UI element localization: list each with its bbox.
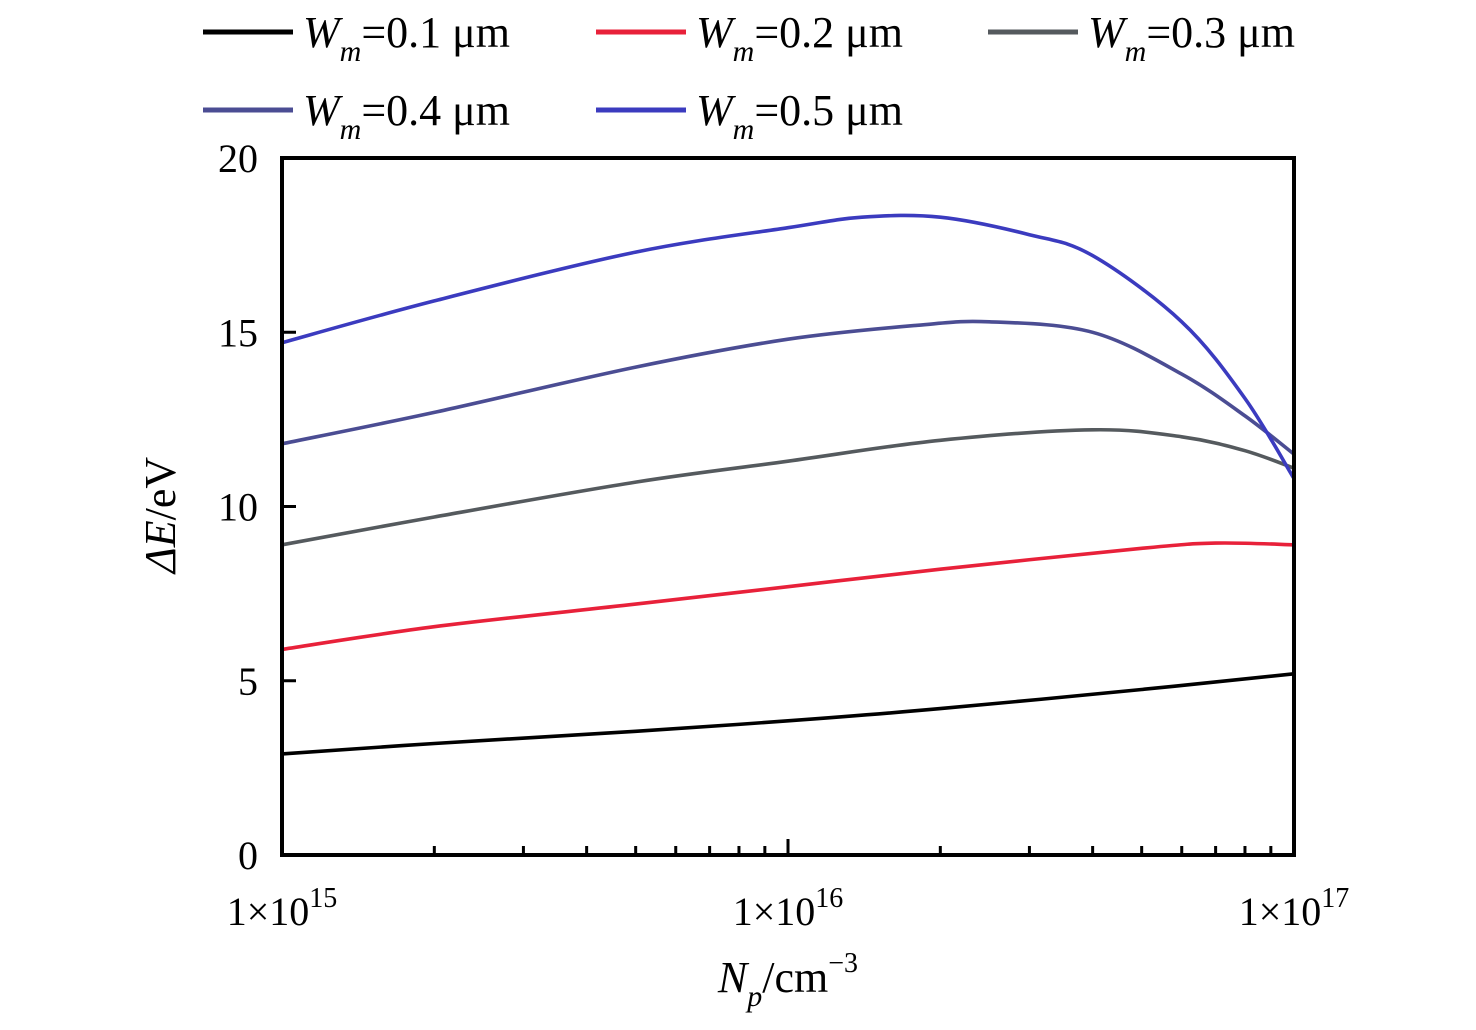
- x-tick-exponent: 15: [309, 883, 337, 914]
- legend-label-name: W: [303, 86, 343, 135]
- legend-label-name: W: [696, 86, 736, 135]
- legend-label-value: =0.2 μm: [754, 8, 903, 57]
- legend-label: Wm=0.2 μm: [696, 8, 903, 68]
- x-tick-mantissa: 1×10: [733, 889, 816, 934]
- x-axis-title-main: N: [717, 953, 750, 1002]
- series-line-3: [281, 427, 1295, 547]
- x-tick-label: 1×1017: [1239, 883, 1350, 934]
- legend-label: Wm=0.5 μm: [696, 86, 903, 146]
- series-layer: [281, 213, 1296, 756]
- series-line-1: [281, 672, 1295, 756]
- legend-label: Wm=0.3 μm: [1088, 8, 1295, 68]
- x-tick-label: 1×1016: [733, 883, 844, 934]
- legend-label-value: =0.4 μm: [361, 86, 510, 135]
- legend-label-name: W: [303, 8, 343, 57]
- y-tick-label: 20: [218, 136, 258, 181]
- y-ticks: 0 5 10 15 20: [218, 136, 296, 878]
- y-axis-title: ΔE/eV: [136, 457, 185, 575]
- legend-item-4: Wm=0.4 μm: [203, 86, 510, 146]
- x-ticks: 1×1015 1×1016 1×1017: [227, 839, 1350, 934]
- series-line-4: [281, 319, 1296, 456]
- legend-label-value: =0.1 μm: [361, 8, 510, 57]
- x-axis-title-unit: /cm: [762, 953, 828, 1002]
- x-axis-title-sup: −3: [828, 948, 858, 979]
- x-tick-label: 1×1015: [227, 883, 338, 934]
- y-tick-label: 15: [218, 310, 258, 355]
- x-tick-exponent: 16: [815, 883, 843, 914]
- y-tick-label: 5: [238, 659, 258, 704]
- legend-label-sub: m: [340, 35, 362, 68]
- plot-frame: [280, 156, 1296, 857]
- legend-label-value: =0.3 μm: [1146, 8, 1295, 57]
- legend-label-sub: m: [733, 35, 755, 68]
- x-minor-ticks: [432, 846, 1273, 855]
- x-tick-mantissa: 1×10: [1239, 889, 1322, 934]
- legend-label-name: W: [1088, 8, 1128, 57]
- legend-label: Wm=0.4 μm: [303, 86, 510, 146]
- y-tick-label: 10: [218, 485, 258, 530]
- legend-label-sub: m: [340, 113, 362, 146]
- legend-item-1: Wm=0.1 μm: [203, 8, 510, 68]
- y-axis-title-unit: /eV: [136, 457, 185, 521]
- x-tick-exponent: 17: [1321, 883, 1349, 914]
- legend-item-2: Wm=0.2 μm: [596, 8, 903, 68]
- series-line-2: [281, 541, 1295, 652]
- legend-label-value: =0.5 μm: [754, 86, 903, 135]
- legend-label-sub: m: [1125, 35, 1147, 68]
- series-line-5: [281, 213, 1296, 480]
- legend-label-sub: m: [733, 113, 755, 146]
- legend-item-5: Wm=0.5 μm: [596, 86, 903, 146]
- x-tick-mantissa: 1×10: [227, 889, 310, 934]
- legend-label: Wm=0.1 μm: [303, 8, 510, 68]
- y-axis-title-main: ΔE: [136, 520, 185, 575]
- y-tick-label: 0: [238, 833, 258, 878]
- legend-item-3: Wm=0.3 μm: [988, 8, 1295, 68]
- legend-label-name: W: [696, 8, 736, 57]
- x-axis-title-sub: p: [745, 980, 762, 1013]
- x-axis-title: Np/cm−3: [717, 948, 858, 1013]
